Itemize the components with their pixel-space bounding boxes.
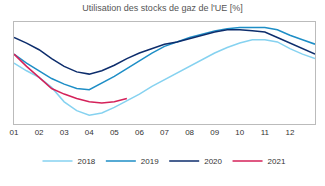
svg-text:11: 11: [261, 128, 270, 137]
svg-text:04: 04: [85, 128, 94, 137]
svg-text:10: 10: [235, 128, 244, 137]
svg-text:2018: 2018: [78, 157, 96, 166]
svg-text:09: 09: [210, 128, 219, 137]
svg-text:2019: 2019: [141, 157, 159, 166]
svg-text:05: 05: [110, 128, 119, 137]
svg-text:03: 03: [60, 128, 69, 137]
svg-text:2020: 2020: [204, 157, 222, 166]
svg-text:07: 07: [160, 128, 169, 137]
svg-text:12: 12: [285, 128, 294, 137]
svg-text:02: 02: [35, 128, 44, 137]
svg-text:06: 06: [135, 128, 144, 137]
svg-text:Utilisation des stocks de gaz: Utilisation des stocks de gaz de l'UE [%…: [82, 3, 242, 13]
svg-text:2021: 2021: [268, 157, 286, 166]
svg-text:01: 01: [10, 128, 19, 137]
svg-text:08: 08: [185, 128, 194, 137]
